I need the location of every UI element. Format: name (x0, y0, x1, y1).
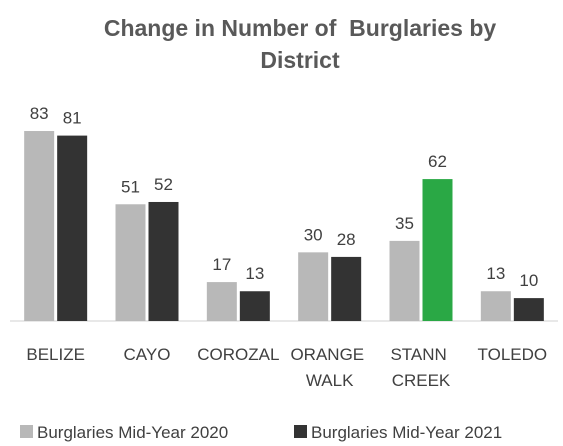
value-label: 52 (154, 175, 173, 194)
value-label: 28 (337, 230, 356, 249)
bar (513, 298, 544, 321)
bar (206, 282, 237, 321)
x-tick-label: CAYO (124, 345, 171, 364)
value-label: 35 (395, 214, 414, 233)
legend-label: Burglaries Mid-Year 2021 (311, 423, 502, 442)
bar (148, 201, 179, 321)
value-label: 13 (486, 264, 505, 283)
bar (115, 204, 146, 321)
value-label: 51 (121, 177, 140, 196)
value-label: 13 (245, 264, 264, 283)
x-tick-label: ORANGE WALK (290, 345, 368, 390)
bar (480, 291, 511, 321)
bar (389, 240, 420, 321)
value-label: 81 (63, 109, 82, 128)
x-tick-label: BELIZE (26, 345, 85, 364)
value-label: 62 (428, 152, 447, 171)
bar (331, 256, 362, 321)
x-tick-label: COROZAL (197, 345, 279, 364)
x-tick-label: STANN CREEK (390, 345, 451, 390)
chart-title: Change in Number of Burglaries by Distri… (103, 15, 503, 73)
legend-swatch (294, 425, 307, 438)
bar (298, 252, 329, 321)
bar (239, 291, 270, 321)
x-tick-label: TOLEDO (478, 345, 548, 364)
value-label: 83 (30, 104, 49, 123)
value-label: 17 (212, 255, 231, 274)
bar (422, 179, 453, 321)
legend-swatch (20, 425, 33, 438)
value-label: 30 (304, 225, 323, 244)
bar (57, 135, 88, 321)
bar (24, 131, 55, 321)
value-label: 10 (519, 271, 538, 290)
legend-label: Burglaries Mid-Year 2020 (37, 423, 228, 442)
